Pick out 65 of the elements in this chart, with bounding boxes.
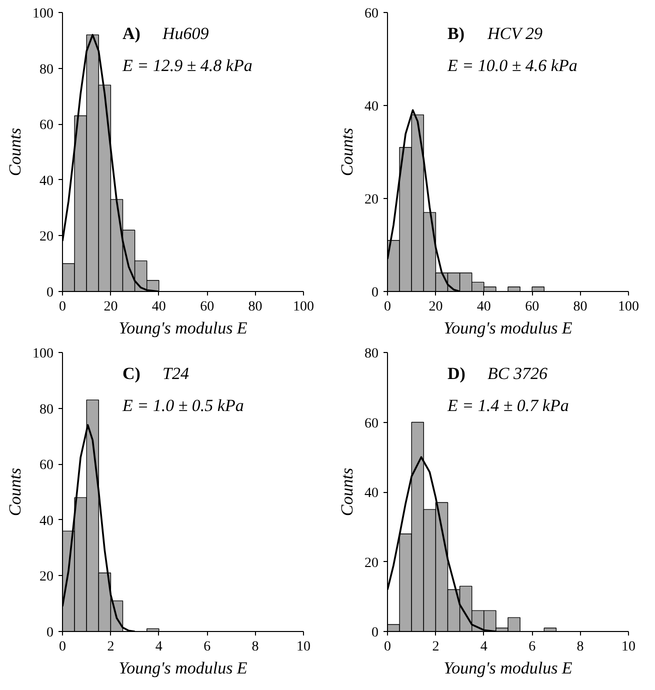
x-axis-title: Young's modulus E — [118, 658, 248, 678]
x-tick-label: 0 — [384, 300, 391, 314]
y-tick-label: 40 — [364, 100, 378, 114]
x-tick-label: 10 — [622, 640, 636, 654]
y-tick-label: 0 — [372, 626, 378, 640]
annotation: A) — [122, 24, 140, 43]
x-tick-label: 100 — [618, 300, 639, 314]
y-tick-label: 0 — [46, 626, 54, 640]
x-axis-title: Young's modulus E — [118, 318, 248, 338]
annotation: B) — [448, 24, 464, 43]
y-tick-label: 40 — [40, 174, 54, 189]
x-tick-label: 100 — [293, 300, 314, 314]
x-axis-title: Young's modulus E — [444, 318, 573, 338]
x-tick-label: 60 — [200, 300, 214, 314]
x-tick-label: 80 — [573, 300, 588, 314]
y-tick-label: 60 — [40, 458, 54, 474]
y-tick-label: 20 — [364, 556, 378, 571]
y-axis-title: Counts — [6, 128, 24, 176]
y-axis-title: Counts — [338, 128, 356, 176]
x-tick-label: 8 — [576, 640, 584, 654]
x-tick-label: 40 — [152, 300, 166, 314]
x-tick-label: 60 — [525, 300, 540, 314]
x-tick-label: 40 — [476, 300, 491, 314]
x-tick-label: 20 — [428, 300, 443, 314]
x-tick-label: 20 — [104, 300, 118, 314]
annotation: T24 — [162, 364, 190, 383]
x-axis-title: Young's modulus E — [444, 658, 573, 678]
annotation: E = 12.9 ± 4.8 kPa — [122, 56, 252, 75]
x-tick-label: 8 — [252, 640, 259, 654]
y-tick-label: 20 — [40, 570, 54, 585]
annotation: E = 1.4 ± 0.7 kPa — [446, 396, 569, 415]
y-tick-label: 80 — [364, 346, 378, 362]
y-tick-label: 60 — [364, 416, 378, 432]
annotation: Hu609 — [162, 24, 210, 43]
x-tick-label: 2 — [107, 640, 114, 654]
y-tick-label: 0 — [46, 286, 54, 300]
annotation: D) — [448, 364, 466, 383]
y-tick-label: 80 — [40, 402, 54, 418]
y-tick-label: 60 — [40, 118, 54, 134]
annotation: BC 3726 — [488, 364, 548, 383]
x-tick-label: 10 — [296, 640, 310, 654]
y-axis-title: Counts — [338, 468, 356, 516]
y-tick-label: 20 — [40, 230, 54, 245]
y-tick-label: 80 — [40, 62, 54, 78]
x-tick-label: 6 — [204, 640, 211, 654]
x-tick-label: 0 — [59, 640, 66, 654]
y-tick-label: 100 — [32, 6, 54, 22]
y-tick-label: 60 — [364, 6, 378, 22]
annotation: HCV 29 — [486, 24, 543, 43]
annotation: C) — [122, 364, 140, 383]
x-tick-label: 0 — [59, 300, 66, 314]
y-tick-label: 100 — [32, 346, 54, 362]
annotation: E = 1.0 ± 0.5 kPa — [122, 396, 244, 415]
x-tick-label: 2 — [432, 640, 440, 654]
y-tick-label: 40 — [364, 486, 378, 501]
x-tick-label: 4 — [155, 640, 162, 654]
x-tick-label: 0 — [384, 640, 391, 654]
y-tick-label: 0 — [372, 286, 378, 300]
y-tick-label: 40 — [40, 514, 54, 529]
y-axis-title: Counts — [6, 468, 24, 516]
x-tick-label: 80 — [248, 300, 262, 314]
x-tick-label: 4 — [480, 640, 488, 654]
annotation: E = 10.0 ± 4.6 kPa — [446, 56, 578, 75]
y-tick-label: 20 — [364, 192, 378, 208]
x-tick-label: 6 — [528, 640, 536, 654]
